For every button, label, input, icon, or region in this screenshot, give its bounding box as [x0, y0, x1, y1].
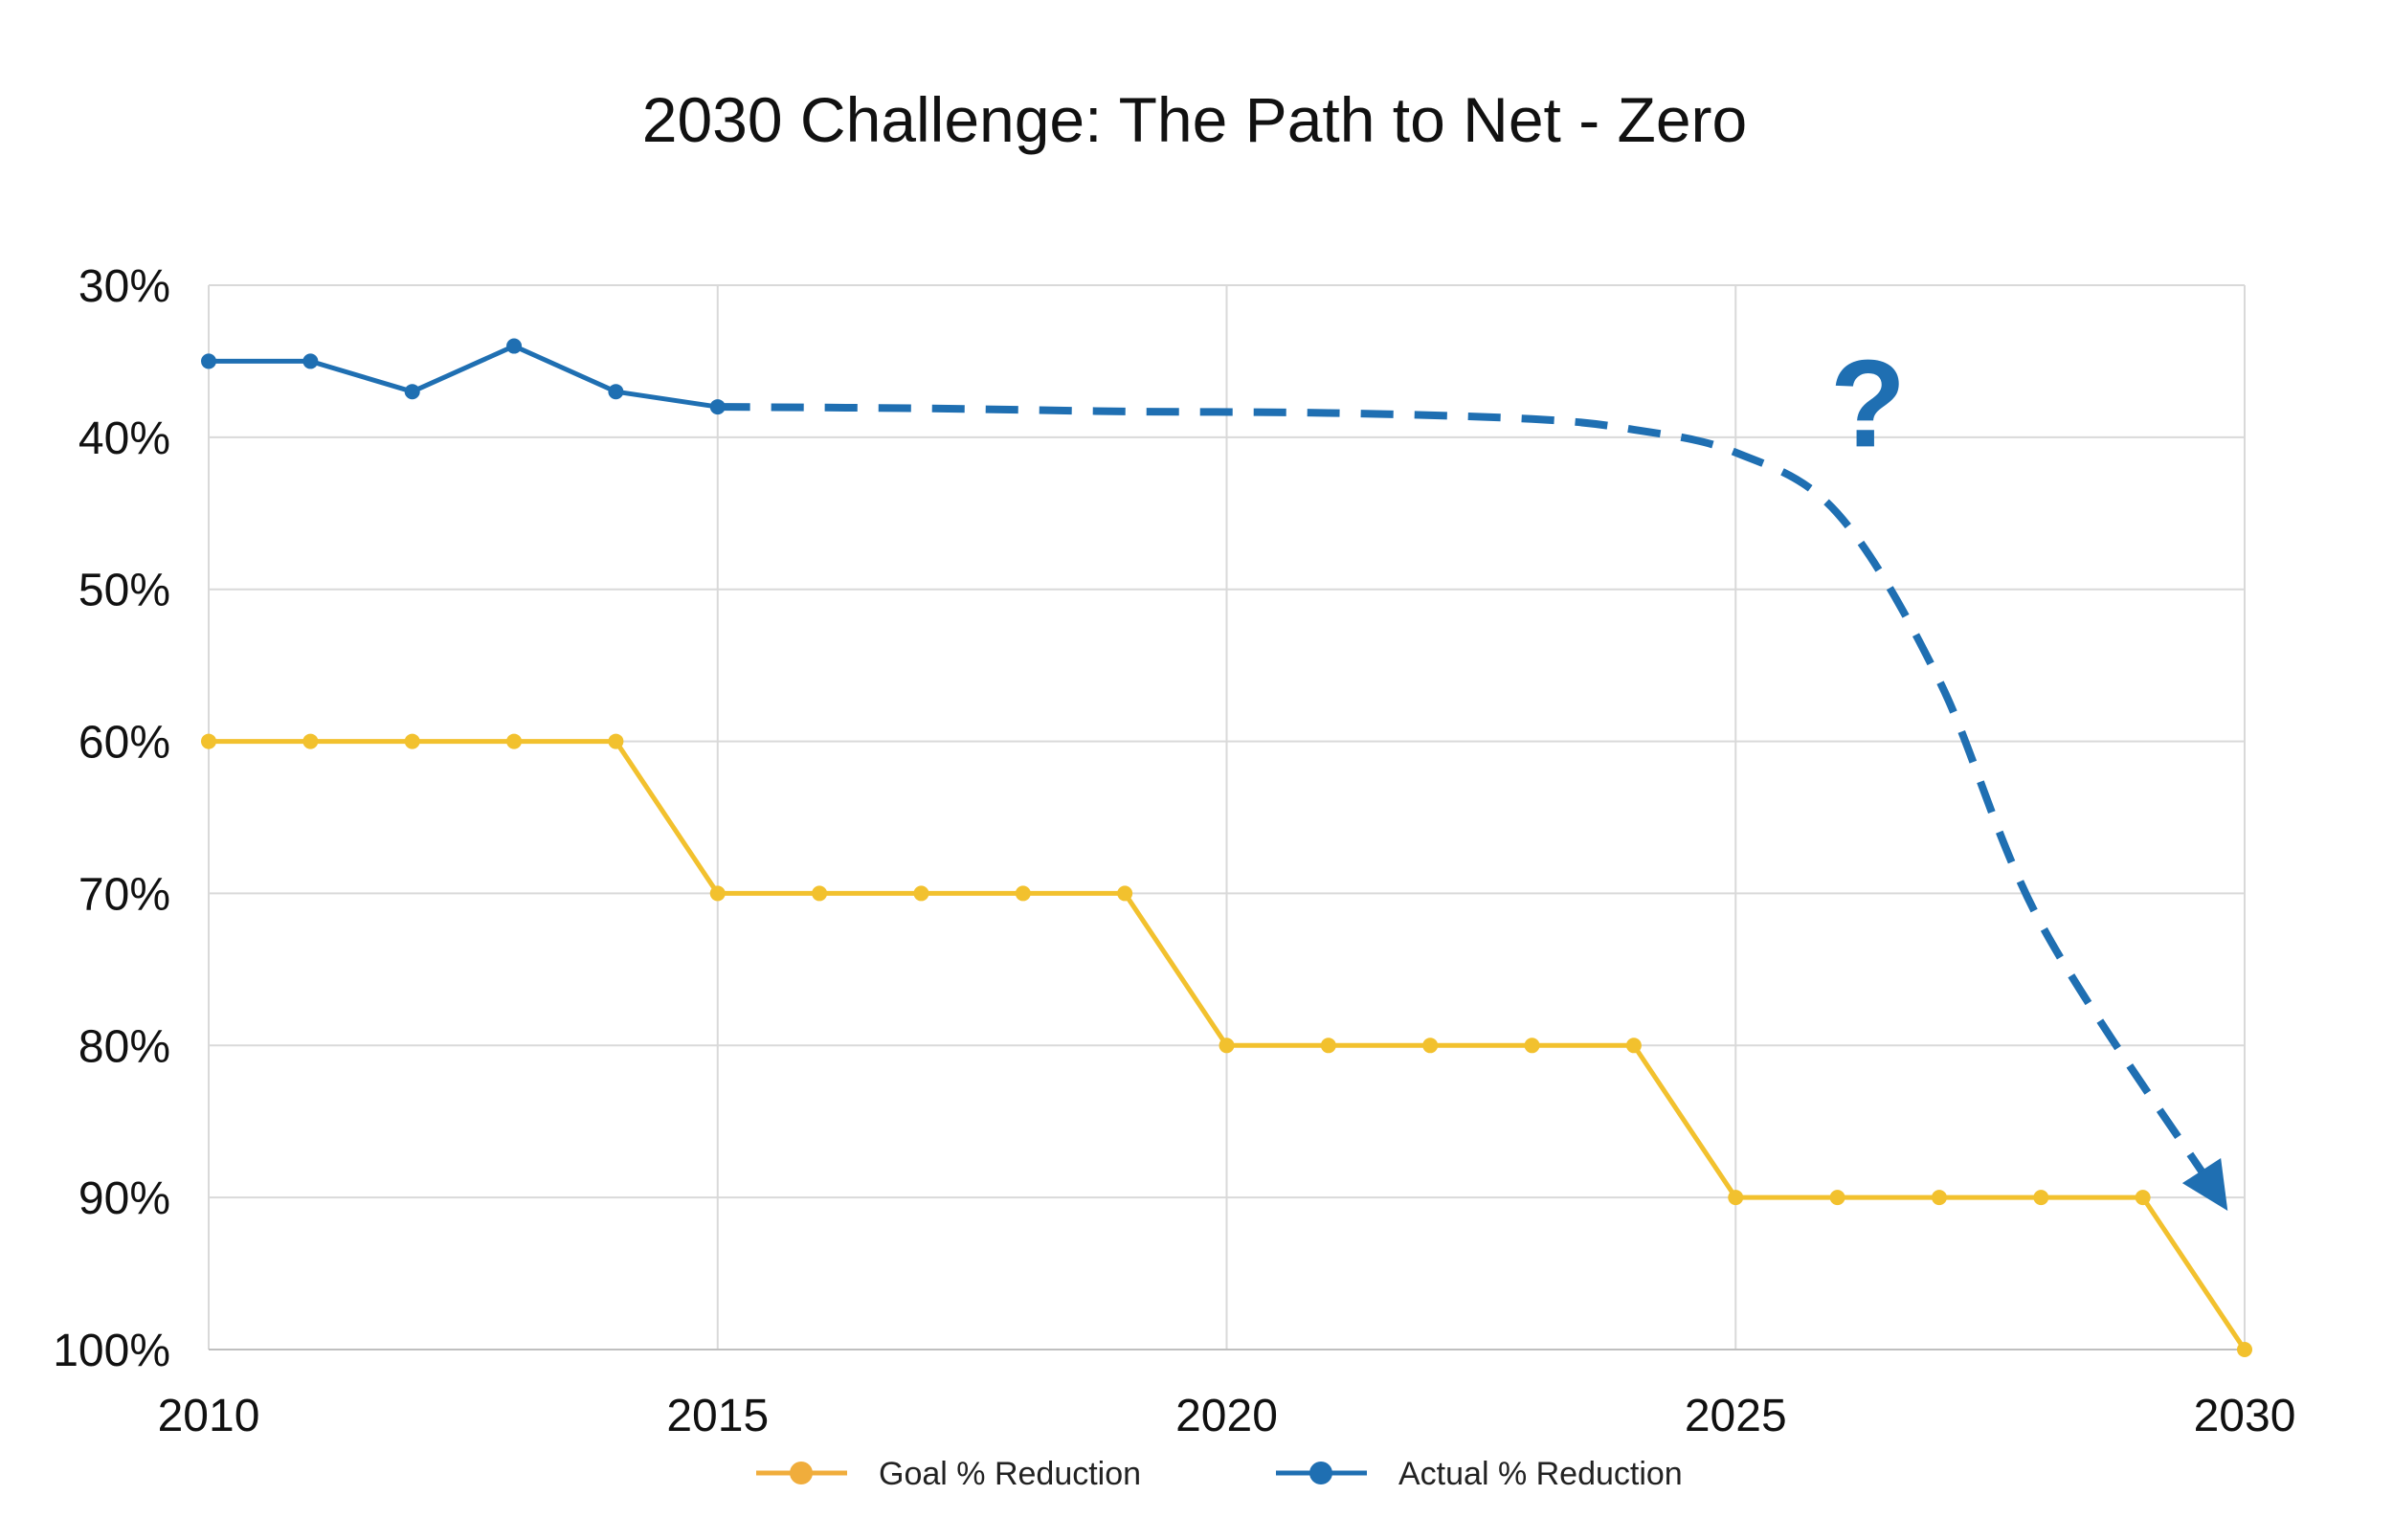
- legend-item-actual[interactable]: Actual % Reduction: [1276, 1456, 1683, 1492]
- data-point-0-2027: [1931, 1190, 1947, 1206]
- series-1: [201, 338, 726, 415]
- data-point-0-2018: [1015, 885, 1031, 902]
- data-point-0-2029: [2135, 1190, 2151, 1206]
- x-tick-label-2015: 2015: [666, 1391, 769, 1441]
- legend-actual-label: Actual % Reduction: [1398, 1456, 1683, 1492]
- data-point-0-2020: [1219, 1038, 1235, 1054]
- y-tick-label-40: 40%: [78, 413, 170, 464]
- projection-arrowhead: [2181, 1157, 2228, 1211]
- data-point-1-2013: [506, 338, 523, 354]
- y-tick-label-90: 90%: [78, 1173, 170, 1224]
- data-point-0-2021: [1320, 1038, 1336, 1054]
- data-point-0-2017: [913, 885, 929, 902]
- question-mark-annotation: ?: [1830, 333, 1906, 473]
- y-tick-label-30: 30%: [78, 261, 170, 312]
- data-point-1-2011: [302, 353, 319, 369]
- data-point-0-2019: [1117, 885, 1133, 902]
- data-point-0-2024: [1625, 1038, 1642, 1054]
- series-layer: [201, 338, 2252, 1357]
- x-tick-label-2010: 2010: [158, 1391, 260, 1441]
- chart-title: 2030 Challenge: The Path to Net - Zero: [642, 84, 1747, 155]
- legend-actual-swatch-marker: [1309, 1462, 1332, 1484]
- data-point-0-2016: [812, 885, 828, 902]
- data-point-0-2030: [2237, 1342, 2252, 1357]
- series-line-1: [209, 344, 719, 410]
- data-point-0-2012: [404, 733, 420, 749]
- data-point-1-2014: [608, 384, 624, 400]
- data-point-1-2010: [201, 353, 216, 369]
- x-gridlines: [208, 285, 2246, 1350]
- data-point-0-2026: [1829, 1190, 1845, 1206]
- data-point-0-2023: [1524, 1038, 1540, 1054]
- x-axis-tick-labels: 2010 2015 2020 2025 2030: [158, 1391, 2296, 1441]
- y-tick-label-60: 60%: [78, 718, 170, 769]
- data-point-0-2025: [1728, 1190, 1744, 1206]
- data-point-0-2015: [709, 885, 726, 902]
- legend: Goal % Reduction Actual % Reduction: [756, 1456, 1683, 1492]
- data-point-0-2013: [506, 733, 523, 749]
- data-point-0-2010: [201, 733, 216, 749]
- y-tick-label-70: 70%: [78, 869, 170, 920]
- data-point-0-2014: [608, 733, 624, 749]
- series-0: [201, 733, 2252, 1357]
- x-tick-label-2030: 2030: [2194, 1391, 2296, 1441]
- y-axis-tick-labels: 30% 40% 50% 60% 70% 80% 90% 100%: [53, 261, 170, 1376]
- projection-path: [717, 403, 2228, 1211]
- data-point-0-2011: [302, 733, 319, 749]
- projection-dashed-line: [717, 403, 2218, 1193]
- legend-goal-label: Goal % Reduction: [879, 1456, 1141, 1492]
- x-tick-label-2025: 2025: [1685, 1391, 1787, 1441]
- x-tick-label-2020: 2020: [1175, 1391, 1278, 1441]
- legend-goal-swatch-marker: [790, 1462, 813, 1484]
- data-point-0-2022: [1422, 1038, 1439, 1054]
- data-point-1-2012: [404, 384, 420, 400]
- y-tick-label-50: 50%: [78, 566, 170, 616]
- y-tick-label-100: 100%: [53, 1326, 170, 1376]
- data-point-1-2015: [709, 399, 726, 415]
- y-tick-label-80: 80%: [78, 1021, 170, 1072]
- data-point-0-2028: [2033, 1190, 2049, 1206]
- legend-item-goal[interactable]: Goal % Reduction: [756, 1456, 1141, 1492]
